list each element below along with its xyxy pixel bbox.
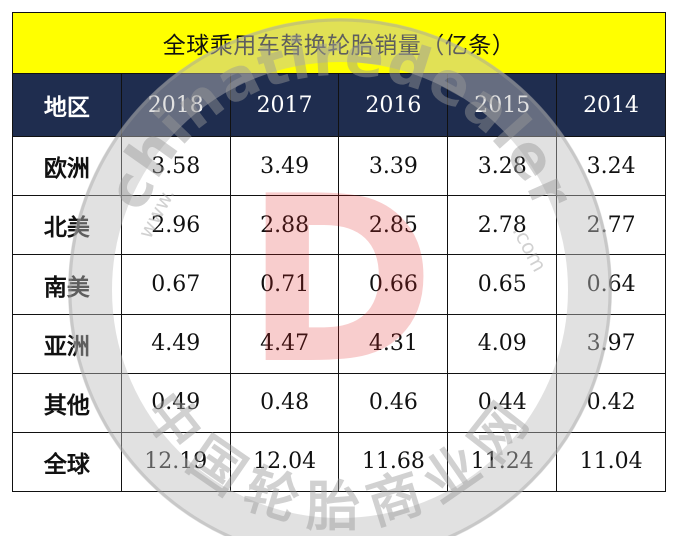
region-cell: 其他 bbox=[12, 372, 122, 433]
region-column-header: 地区 bbox=[12, 73, 122, 138]
year-column-header: 2016 bbox=[338, 73, 449, 138]
tire-sales-table: 全球乘用车替换轮胎销量（亿条） 地区 2018 2017 2016 2015 2… bbox=[12, 11, 666, 493]
value-cell: 0.44 bbox=[447, 372, 558, 433]
year-column-header: 2017 bbox=[229, 73, 340, 138]
value-cell: 3.97 bbox=[556, 313, 666, 374]
value-cell: 3.24 bbox=[556, 136, 666, 197]
region-cell: 欧洲 bbox=[12, 136, 122, 197]
table-row: 全球 12.19 12.04 11.68 11.24 11.04 bbox=[12, 431, 666, 493]
value-cell: 3.49 bbox=[229, 136, 340, 197]
sales-table-container: 全球乘用车替换轮胎销量（亿条） 地区 2018 2017 2016 2015 2… bbox=[12, 11, 666, 493]
value-cell: 3.28 bbox=[447, 136, 558, 197]
value-cell: 0.49 bbox=[120, 372, 231, 433]
value-cell: 2.88 bbox=[229, 195, 340, 256]
region-cell: 全球 bbox=[12, 431, 122, 493]
title-row: 全球乘用车替换轮胎销量（亿条） bbox=[12, 11, 666, 75]
region-cell: 北美 bbox=[12, 195, 122, 256]
value-cell: 2.77 bbox=[556, 195, 666, 256]
value-cell: 0.67 bbox=[120, 254, 231, 315]
value-cell: 11.68 bbox=[338, 431, 449, 493]
value-cell: 4.47 bbox=[229, 313, 340, 374]
value-cell: 3.39 bbox=[338, 136, 449, 197]
value-cell: 0.66 bbox=[338, 254, 449, 315]
value-cell: 3.58 bbox=[120, 136, 231, 197]
value-cell: 2.78 bbox=[447, 195, 558, 256]
table-row: 北美 2.96 2.88 2.85 2.78 2.77 bbox=[12, 195, 666, 256]
table-title: 全球乘用车替换轮胎销量（亿条） bbox=[12, 11, 666, 75]
table-row: 其他 0.49 0.48 0.46 0.44 0.42 bbox=[12, 372, 666, 433]
year-column-header: 2014 bbox=[556, 73, 666, 138]
region-cell: 南美 bbox=[12, 254, 122, 315]
value-cell: 0.64 bbox=[556, 254, 666, 315]
region-cell: 亚洲 bbox=[12, 313, 122, 374]
year-column-header: 2018 bbox=[120, 73, 231, 138]
table-row: 亚洲 4.49 4.47 4.31 4.09 3.97 bbox=[12, 313, 666, 374]
value-cell: 4.49 bbox=[120, 313, 231, 374]
value-cell: 11.04 bbox=[556, 431, 666, 493]
value-cell: 0.42 bbox=[556, 372, 666, 433]
value-cell: 2.96 bbox=[120, 195, 231, 256]
value-cell: 4.09 bbox=[447, 313, 558, 374]
value-cell: 2.85 bbox=[338, 195, 449, 256]
value-cell: 0.46 bbox=[338, 372, 449, 433]
table-row: 欧洲 3.58 3.49 3.39 3.28 3.24 bbox=[12, 136, 666, 197]
value-cell: 12.04 bbox=[229, 431, 340, 493]
year-column-header: 2015 bbox=[447, 73, 558, 138]
value-cell: 0.71 bbox=[229, 254, 340, 315]
header-row: 地区 2018 2017 2016 2015 2014 bbox=[12, 73, 666, 138]
value-cell: 4.31 bbox=[338, 313, 449, 374]
value-cell: 12.19 bbox=[120, 431, 231, 493]
table-row: 南美 0.67 0.71 0.66 0.65 0.64 bbox=[12, 254, 666, 315]
value-cell: 11.24 bbox=[447, 431, 558, 493]
value-cell: 0.65 bbox=[447, 254, 558, 315]
value-cell: 0.48 bbox=[229, 372, 340, 433]
